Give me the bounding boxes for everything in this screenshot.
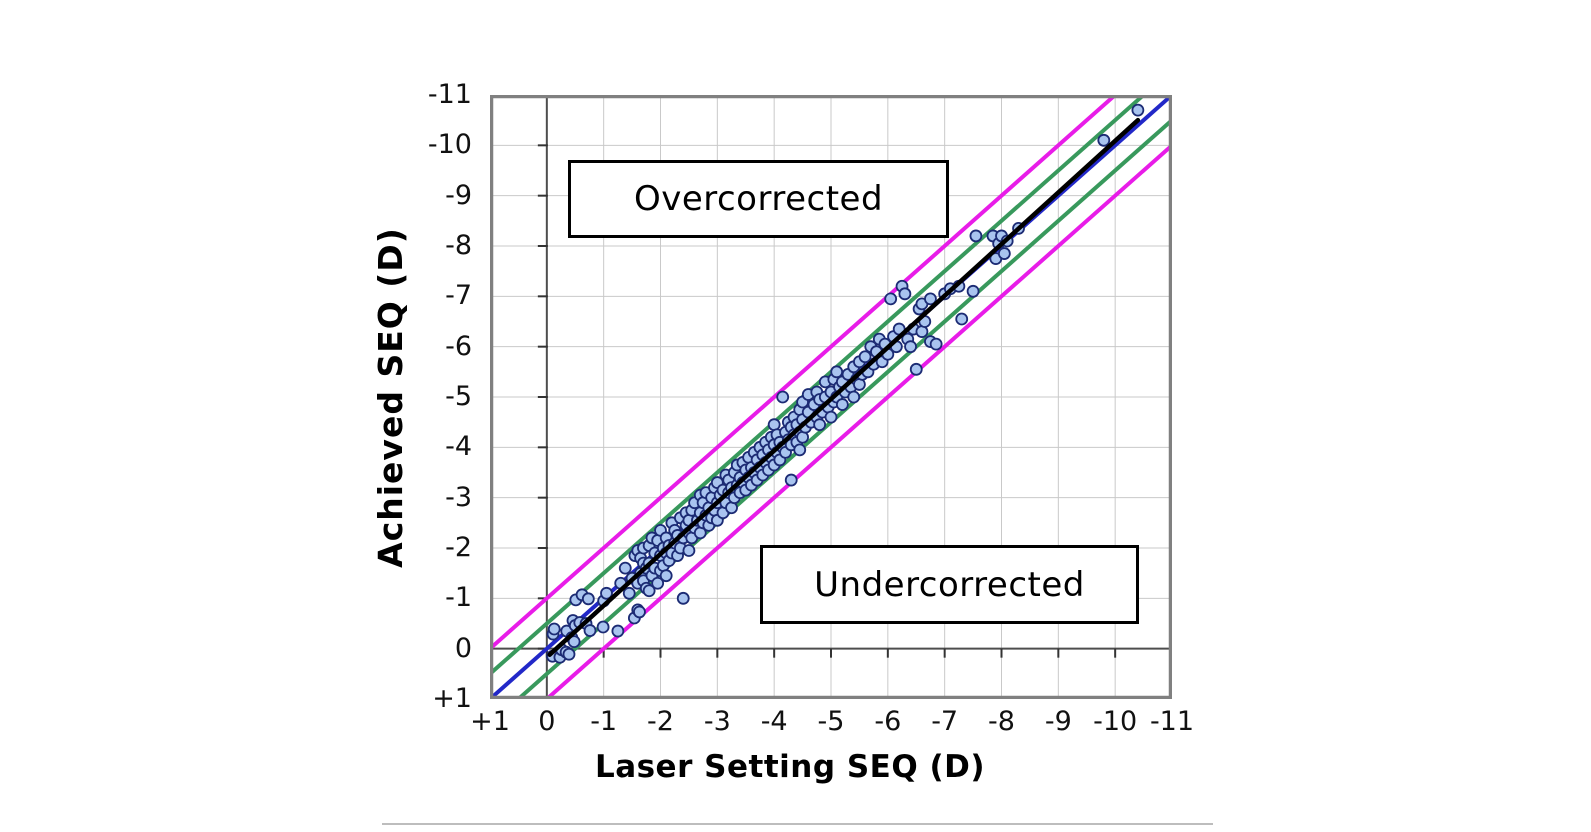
x-tick-label: -10 [1093,706,1138,737]
x-tick-label: 0 [538,706,556,737]
data-point [659,569,673,583]
x-tick-label: -2 [647,706,674,737]
undercorrected-label-box: Undercorrected [760,545,1139,624]
data-point [813,418,827,432]
x-tick-label: -5 [817,706,845,737]
y-tick-label: -6 [445,330,472,362]
reference-line-minus-1.00-D-undercorrection [543,143,1172,699]
y-tick-label: -4 [445,431,472,463]
data-point [969,229,983,243]
data-point [1097,133,1111,147]
data-point [898,287,912,301]
data-point [633,605,646,619]
y-tick-label: -5 [445,381,472,412]
data-point [784,473,798,487]
data-point [583,624,597,637]
y-tick-label: 0 [454,632,472,664]
footer-divider-line [382,823,1213,825]
data-point [611,624,625,638]
data-point [642,584,656,598]
data-point [682,544,696,557]
x-axis-title: Laser Setting SEQ (D) [594,749,986,785]
data-point [596,620,610,634]
y-tick-label: -8 [445,230,472,261]
overcorrected-label: Overcorrected [633,179,884,219]
x-tick-label: -1 [590,706,618,737]
data-point [929,337,943,351]
data-point [858,350,872,364]
y-tick-label: +1 [432,683,472,714]
data-point [835,398,849,411]
data-point [955,312,969,326]
x-tick-label: +1 [470,706,510,737]
y-tick-label: -9 [445,179,472,211]
reference-line-plus-1.00-D-overcorrection [490,95,1119,651]
data-point [824,410,838,424]
y-tick-label: -3 [445,481,472,513]
data-point [622,586,636,600]
data-point [904,340,917,354]
data-point [547,622,561,636]
data-point [909,362,923,376]
data-point [847,390,861,404]
data-point [562,647,576,661]
data-point [567,635,581,649]
data-point [997,247,1011,260]
data-point [600,586,613,600]
data-point [676,591,690,605]
data-point [776,390,790,404]
x-tick-label: -3 [703,706,731,737]
x-tick-label: -8 [988,706,1015,737]
plot-border [490,95,1172,699]
y-tick-label: -2 [445,532,472,563]
data-point [581,592,595,606]
x-tick-label: -7 [931,706,959,737]
data-point [793,443,807,457]
y-tick-label: -11 [427,79,472,110]
overcorrected-label-box: Overcorrected [568,160,949,238]
x-tick-label: -4 [760,706,788,737]
data-point [651,576,665,590]
data-point [618,561,632,575]
data-point [1131,103,1145,117]
x-tick-label: -6 [874,706,902,737]
y-tick-label: -7 [445,280,472,312]
y-tick-label: -1 [445,582,472,614]
x-tick-label: -9 [1044,706,1072,737]
trend-line [547,117,1141,657]
data-point [924,292,937,306]
data-point [884,292,898,306]
data-point [830,365,844,379]
x-tick-label: -11 [1149,706,1195,737]
y-tick-label: -10 [427,129,472,161]
undercorrected-label: Undercorrected [814,564,1085,605]
data-point [966,284,980,298]
